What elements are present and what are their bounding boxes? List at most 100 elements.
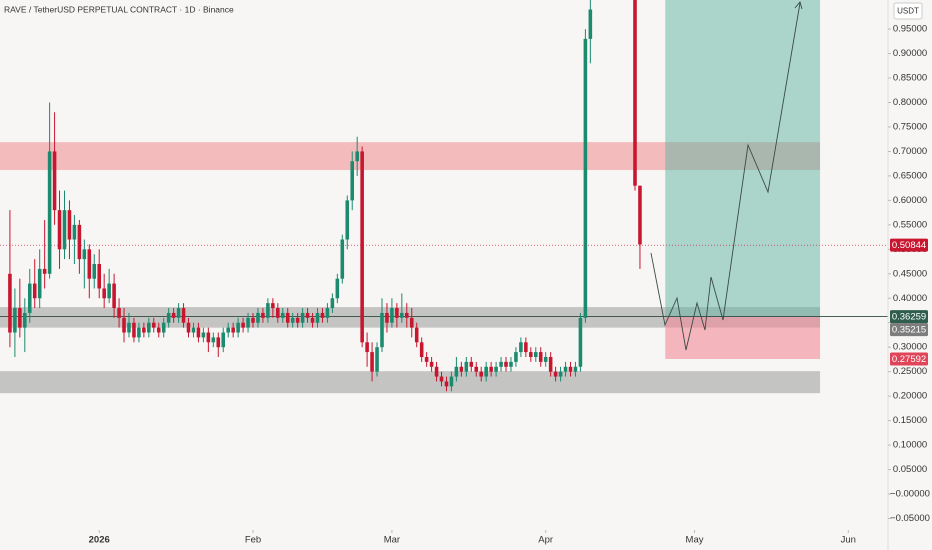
y-tick-label: 0.90000 (893, 48, 927, 59)
candle-body (519, 342, 523, 353)
candle-body (117, 308, 121, 318)
y-tick-label: 0.45000 (893, 268, 927, 279)
candle-body (638, 185, 642, 245)
price-label: 0.27592 (892, 354, 926, 365)
candle-body (434, 366, 439, 377)
candle-body (295, 317, 300, 323)
candle-body (266, 303, 270, 318)
currency-box[interactable] (893, 2, 923, 20)
candle-body (454, 366, 459, 377)
candle-body (137, 327, 141, 338)
candle-body (92, 263, 97, 279)
plot-area (0, 0, 888, 394)
candle-body (459, 366, 464, 372)
candle-body (156, 327, 161, 333)
y-axis: −0.05000 −0.00000 0.05000 0.10000 0.15000 0.2… (888, 24, 930, 524)
candle-body (424, 356, 429, 362)
candle-body (13, 308, 17, 333)
y-tick-label: 0.05000 (893, 464, 927, 475)
candle-body (236, 322, 240, 333)
candle-body (171, 312, 176, 318)
y-tick-label: 0.25000 (893, 366, 927, 377)
price-label: 0.50844 (892, 240, 926, 251)
price-label: 0.36259 (892, 312, 926, 323)
candle-body (375, 347, 379, 372)
position-loss (665, 316, 821, 359)
candle-body (325, 308, 330, 318)
y-tick-label: −0.00000 (890, 489, 930, 500)
price-labels: 0.50844 0.36259 0.35215 0.27592 (890, 238, 928, 366)
candle-body (494, 366, 498, 372)
candle-body (271, 303, 275, 309)
zone (0, 307, 821, 328)
candle-body (211, 337, 216, 343)
candle-body (176, 308, 181, 318)
candle-body (563, 366, 568, 372)
candle-body (583, 38, 588, 318)
candle-body (77, 224, 82, 260)
candle-body (509, 361, 513, 367)
y-tick-label: 0.30000 (893, 342, 927, 353)
candle-body (27, 283, 32, 313)
candle-body (335, 278, 340, 299)
candle-body (573, 366, 578, 372)
candle-body (216, 337, 221, 348)
y-tick-label: −0.05000 (890, 513, 930, 524)
candle-body (370, 352, 374, 372)
y-tick-label: 0.15000 (893, 415, 927, 426)
candle-body (107, 283, 111, 299)
candle-body (42, 268, 47, 274)
candle-body (464, 361, 469, 372)
candle-body (405, 312, 409, 318)
candle-body (276, 308, 280, 318)
position-profit (665, 0, 821, 317)
x-tick-label: May (686, 535, 704, 546)
candle-body (181, 308, 186, 323)
candle-body (72, 224, 77, 240)
price-label: 0.35215 (892, 325, 926, 336)
projection-path (650, 1, 803, 351)
candle-body (226, 327, 230, 333)
candle-body (484, 366, 488, 377)
x-tick-label: Apr (538, 535, 553, 546)
candle-body (538, 352, 543, 362)
candle-body (360, 151, 364, 343)
candle-body (340, 239, 345, 279)
candle-body (414, 327, 419, 343)
price-label-box (890, 323, 928, 337)
candle-body (122, 317, 126, 333)
candle-body (300, 312, 305, 323)
candle-body (553, 371, 558, 377)
candle-body (18, 308, 22, 328)
candle-body (330, 298, 335, 309)
candle-body (161, 322, 166, 333)
candle-body (390, 308, 394, 323)
candle-body (365, 342, 369, 353)
candle-body (132, 322, 136, 338)
y-tick-label: 0.65000 (893, 170, 927, 181)
candle-body (504, 361, 508, 367)
y-tick-label: 0.70000 (893, 146, 927, 157)
candle-body (23, 312, 27, 328)
candle-body (47, 151, 52, 274)
candle-body (261, 312, 265, 318)
y-tick-label: 0.75000 (893, 121, 927, 132)
candle-body (568, 366, 573, 372)
candle-body (320, 312, 325, 318)
candle-body (241, 322, 245, 328)
price-label-box (890, 310, 928, 324)
candle-body (429, 361, 434, 367)
candle-body (251, 317, 255, 323)
candle-body (246, 317, 250, 328)
candle-body (102, 288, 106, 299)
candle-body (633, 0, 637, 186)
currency: USDT (897, 7, 919, 16)
candle-body (400, 312, 404, 318)
candle-body (489, 366, 493, 372)
candle-body (444, 381, 449, 387)
candle-body (558, 371, 563, 377)
x-tick-label: Feb (245, 535, 261, 546)
y-tick-label: 0.40000 (893, 293, 927, 304)
candle-body (310, 317, 315, 323)
candle-body (290, 317, 295, 323)
